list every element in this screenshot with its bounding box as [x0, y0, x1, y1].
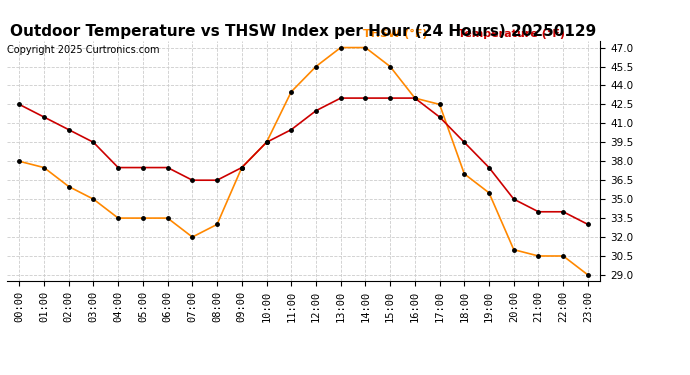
Title: Outdoor Temperature vs THSW Index per Hour (24 Hours) 20250129: Outdoor Temperature vs THSW Index per Ho… — [10, 24, 597, 39]
Text: THSW (°F): THSW (°F) — [363, 29, 427, 39]
Text: Copyright 2025 Curtronics.com: Copyright 2025 Curtronics.com — [7, 45, 159, 55]
Text: Temperature (°F): Temperature (°F) — [458, 29, 565, 39]
